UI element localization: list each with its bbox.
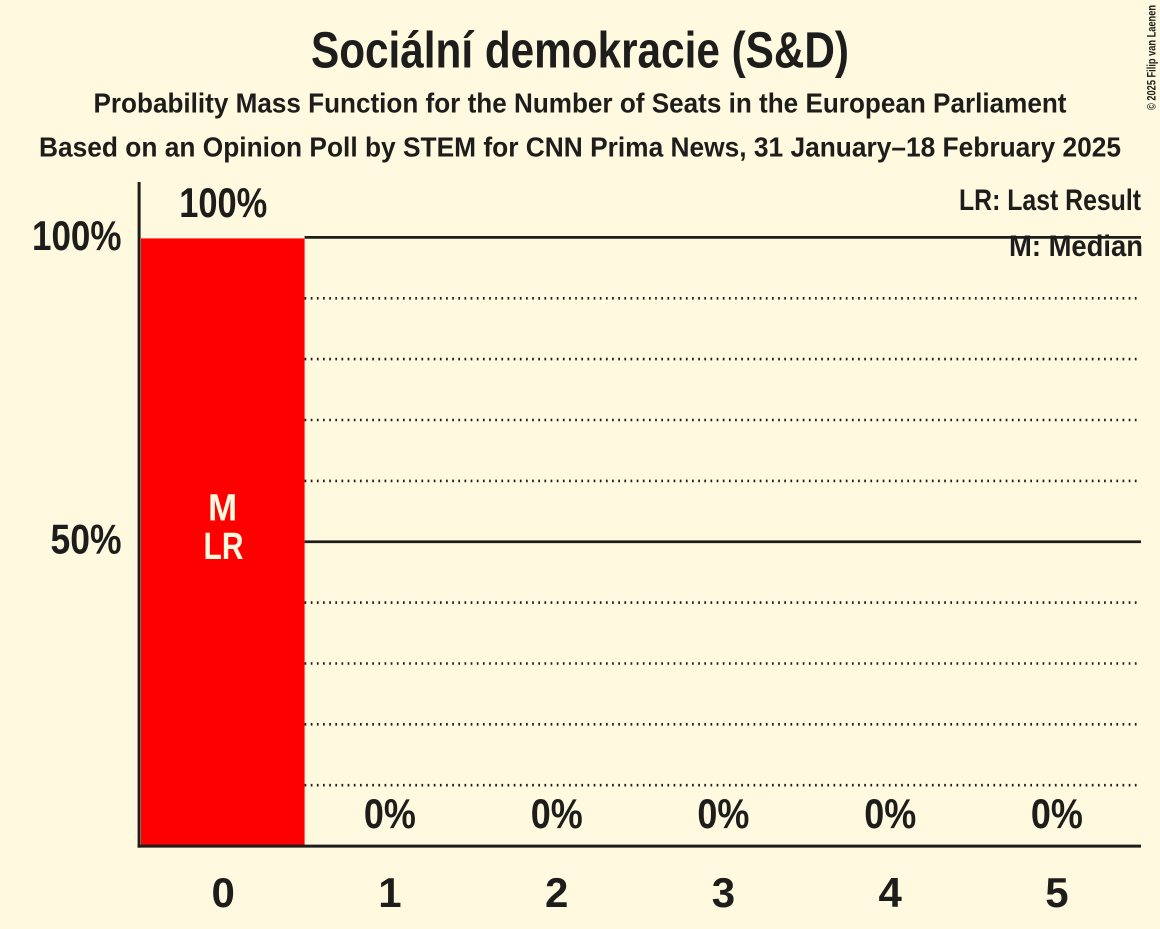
- svg-text:2: 2: [545, 869, 568, 916]
- svg-text:Probability Mass Function for: Probability Mass Function for the Number…: [94, 87, 1067, 118]
- svg-text:0%: 0%: [1031, 790, 1083, 837]
- svg-text:100%: 100%: [179, 179, 267, 226]
- svg-text:M: M: [208, 488, 237, 530]
- svg-text:0%: 0%: [697, 790, 749, 837]
- svg-text:© 2025 Filip van Laenen: © 2025 Filip van Laenen: [1145, 5, 1159, 110]
- svg-text:50%: 50%: [51, 516, 122, 563]
- svg-text:Based on an Opinion Poll by ST: Based on an Opinion Poll by STEM for CNN…: [39, 131, 1121, 162]
- svg-text:5: 5: [1045, 869, 1068, 916]
- svg-text:Sociální demokracie (S&D): Sociální demokracie (S&D): [311, 22, 849, 79]
- svg-text:4: 4: [879, 869, 903, 916]
- svg-text:0%: 0%: [531, 790, 583, 837]
- svg-text:LR: LR: [204, 526, 244, 568]
- svg-text:0%: 0%: [864, 790, 916, 837]
- svg-text:LR: Last Result: LR: Last Result: [959, 184, 1141, 217]
- svg-text:0: 0: [212, 869, 235, 916]
- svg-text:1: 1: [378, 869, 401, 916]
- svg-text:M: Median: M: Median: [1009, 230, 1143, 263]
- svg-text:3: 3: [712, 869, 735, 916]
- svg-text:0%: 0%: [364, 790, 416, 837]
- svg-text:100%: 100%: [32, 212, 122, 259]
